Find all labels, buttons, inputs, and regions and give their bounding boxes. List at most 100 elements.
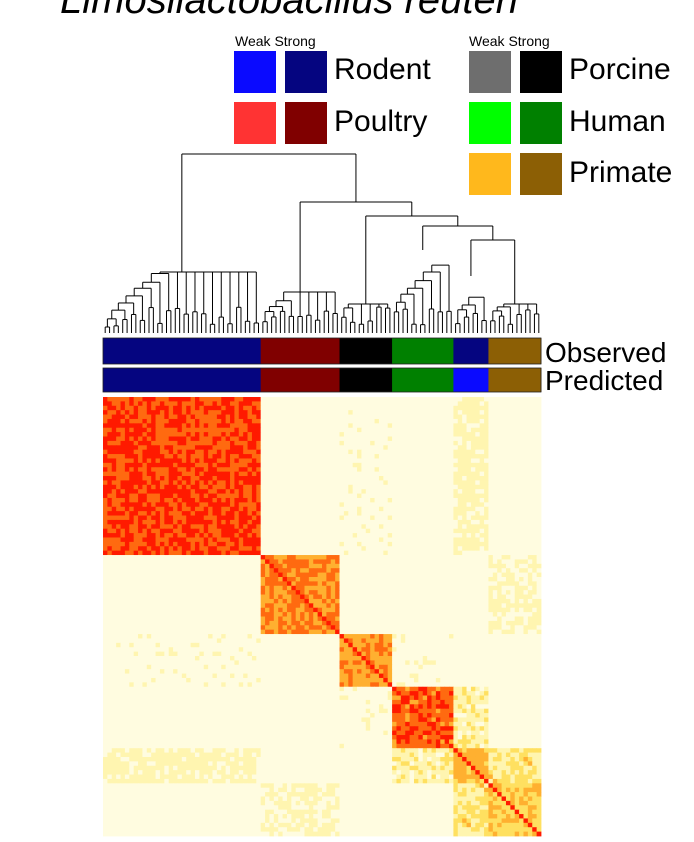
heatmap-cell [435,397,441,402]
heatmap-cell [470,515,476,521]
heatmap-cell [466,476,472,481]
heatmap-cell [519,440,524,446]
heatmap-cell [243,484,248,490]
heatmap-cell [317,454,323,459]
heatmap-cell [466,489,472,494]
heatmap-cell [510,528,516,534]
heatmap-cell [527,436,533,442]
heatmap-cell [405,480,410,486]
heatmap-cell [479,418,485,424]
heatmap-cell [536,397,542,402]
heatmap-cell [361,533,367,538]
heatmap-cell [413,563,419,569]
heatmap-cell [129,432,135,437]
heatmap-cell [370,581,375,587]
heatmap-cell [348,563,354,569]
heatmap-cell [116,467,121,473]
heatmap-cell [251,440,257,446]
heatmap-cell [418,528,424,534]
heatmap-cell [260,432,266,437]
heatmap-cell [422,563,428,569]
heatmap-cell [216,480,222,486]
heatmap-cell [523,528,529,534]
heatmap-cell [142,401,148,407]
heatmap-cell [514,436,520,442]
heatmap-cell [199,576,205,582]
heatmap-cell [308,546,314,552]
heatmap-cell [107,467,113,473]
heatmap-cell [300,401,305,407]
heatmap-cell [357,537,362,543]
heatmap-cell [484,462,489,468]
heatmap-cell [431,467,437,473]
heatmap-cell [431,546,437,552]
heatmap-cell [107,598,113,604]
heatmap-cell [475,546,481,552]
heatmap-cell [457,541,463,547]
heatmap-cell [444,524,450,530]
heatmap-cell [457,497,463,503]
heatmap-cell [308,427,314,433]
heatmap-cell [431,397,437,402]
heatmap-cell [216,572,222,578]
heatmap-cell [330,484,336,490]
heatmap-cell [234,502,240,508]
heatmap-cell [107,462,113,468]
heatmap-cell [111,458,117,464]
heatmap-cell [440,401,446,407]
legend-swatch-rodent-strong [285,51,327,93]
heatmap-cell [107,476,113,481]
heatmap-cell [138,418,143,424]
heatmap-cell [186,502,191,508]
heatmap-cell [365,555,371,560]
heatmap-cell [435,497,441,503]
heatmap-cell [317,480,323,486]
heatmap-cell [466,568,472,573]
heatmap-cell [352,546,358,552]
heatmap-cell [418,454,424,459]
heatmap-cell [304,594,310,600]
heatmap-cell [435,541,441,547]
heatmap-cell [159,594,165,600]
heatmap-cell [247,489,253,494]
heatmap-cell [374,467,380,473]
heatmap-cell [409,397,415,402]
heatmap-cell [435,594,441,600]
heatmap-cell [291,476,297,481]
heatmap-cell [256,546,262,552]
heatmap-cell [190,576,196,582]
heatmap-cell [348,598,354,604]
heatmap-cell [212,445,218,451]
heatmap-cell [396,528,402,534]
heatmap-cell [352,497,358,503]
heatmap-cell [234,418,240,424]
heatmap-cell [273,555,279,560]
heatmap-cell [514,572,520,578]
heatmap-cell [352,572,358,578]
heatmap-cell [444,432,450,437]
heatmap-cell [475,476,481,481]
heatmap-cell [142,533,148,538]
heatmap-cell [374,432,380,437]
heatmap-cell [199,427,205,433]
heatmap-cell [497,401,502,407]
heatmap-cell [151,414,156,420]
heatmap-cell [378,493,384,499]
heatmap-cell [186,449,191,455]
heatmap-cell [107,568,113,573]
heatmap-cell [212,563,218,569]
heatmap-cell [251,550,257,556]
heatmap-cell [247,462,253,468]
predicted-bar-segment-1 [260,368,341,392]
heatmap-cell [392,414,397,420]
heatmap-cell [470,405,476,411]
heatmap-cell [251,471,257,477]
heatmap-cell [466,440,472,446]
heatmap-cell [444,519,450,525]
heatmap-cell [138,533,143,538]
heatmap-cell [519,493,524,499]
heatmap-cell [335,572,340,578]
heatmap-cell [146,506,152,512]
heatmap-cell [519,576,524,582]
heatmap-cell [501,471,507,477]
